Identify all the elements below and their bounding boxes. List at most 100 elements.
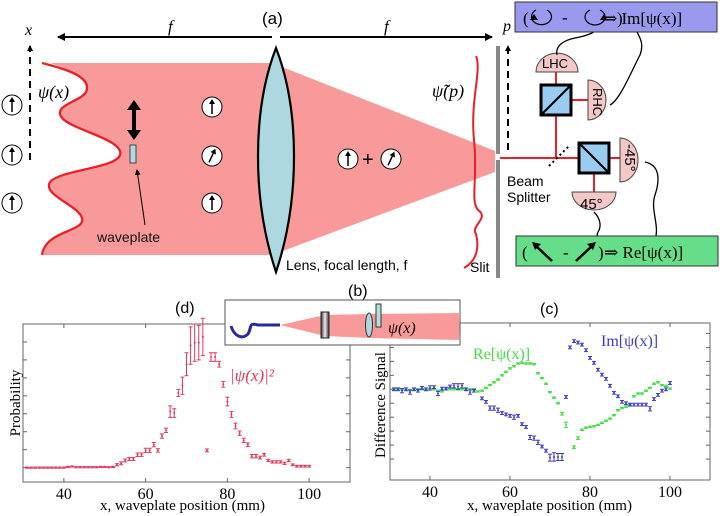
data-point [262,452,267,457]
data-point [608,417,612,420]
data-point [596,367,600,372]
data-marker [509,414,511,417]
x-tick-label: 100 [297,486,321,503]
data-marker [54,466,57,469]
data-marker [401,389,403,392]
data-marker [641,392,643,395]
data-point [548,453,552,462]
svg-text:45°: 45° [580,196,603,213]
data-point [484,386,488,390]
data-point [70,465,75,468]
data-point [115,463,120,467]
data-marker [505,413,507,416]
data-marker [425,388,427,391]
polarization-up-icon [1,192,23,214]
data-marker [581,428,583,431]
inset-waveplate [375,303,382,328]
data-point [596,423,600,427]
detector-plus45: 45° [571,191,617,213]
data-point [82,466,87,469]
arrow-northwest-icon [532,242,553,262]
data-point [580,342,584,347]
data-marker [657,381,659,384]
data-marker [521,423,523,426]
data-point [468,389,472,395]
data-marker [30,466,33,469]
real-part-box: ( - ⇒ Re[ψ(x)] ) [515,235,719,267]
svg-text:⇒ Re[ψ(x)]: ⇒ Re[ψ(x)] [604,243,683,262]
data-marker [545,382,547,385]
data-point [564,421,568,429]
series-Im[ψ(x)] [392,339,672,462]
data-marker [267,459,270,462]
data-marker [621,400,623,403]
data-marker [669,382,671,385]
waveplate-element[interactable] [129,144,137,164]
data-marker [557,455,559,458]
data-marker [625,402,627,405]
wavefunction-line [40,61,122,256]
data-marker [201,335,204,338]
data-marker [661,389,663,392]
data-point [400,388,404,394]
data-point [143,447,148,454]
data-marker [657,393,659,396]
polarization-icons-input [1,94,23,214]
data-point [282,461,287,465]
data-point [576,436,580,441]
data-point [151,442,156,448]
polarization-up-icon [1,94,23,116]
data-marker [537,372,539,375]
focal-length-left-label: f [168,17,175,36]
data-marker [485,400,487,403]
data-point [660,388,664,393]
data-point [258,455,263,460]
data-point [396,387,400,392]
plus-sign: + [362,149,374,171]
detector-rhc: RHC [587,79,607,121]
data-point [274,460,279,464]
data-marker [549,391,551,394]
data-point [604,419,608,422]
data-point [500,411,504,415]
data-marker [107,466,110,469]
data-marker [62,466,65,469]
data-point [127,457,132,461]
data-marker [585,426,587,429]
polarization-rotated-icon [380,148,402,170]
data-marker [34,466,37,469]
data-marker [429,386,431,389]
data-point [656,392,660,397]
data-point [472,388,476,393]
data-point [241,437,246,443]
data-marker [156,449,159,452]
data-marker [193,341,196,344]
data-marker [210,356,213,359]
data-marker [613,414,615,417]
data-marker [573,446,575,449]
data-point [436,390,440,397]
polarizing-beam-splitter-linear [577,141,611,175]
psi-tilde-p-label: ψ̃(p) [432,81,464,102]
polarization-rotated-icon [201,145,223,167]
data-marker [593,361,595,364]
data-marker [254,455,257,458]
data-point [155,448,160,453]
data-marker [242,439,245,442]
data-point [660,383,664,387]
data-marker [513,365,515,368]
data-point [504,412,508,417]
data-point [266,458,271,463]
data-marker [633,395,635,398]
data-marker [222,383,225,386]
data-marker [445,387,447,390]
waveplate[interactable] [127,100,141,164]
slit-label: Slit [470,259,490,275]
data-point [508,367,512,370]
data-point [123,458,128,463]
data-point [484,399,488,404]
data-point [600,372,604,377]
data-point [512,414,516,420]
data-point [500,374,504,377]
data-point [664,387,668,392]
